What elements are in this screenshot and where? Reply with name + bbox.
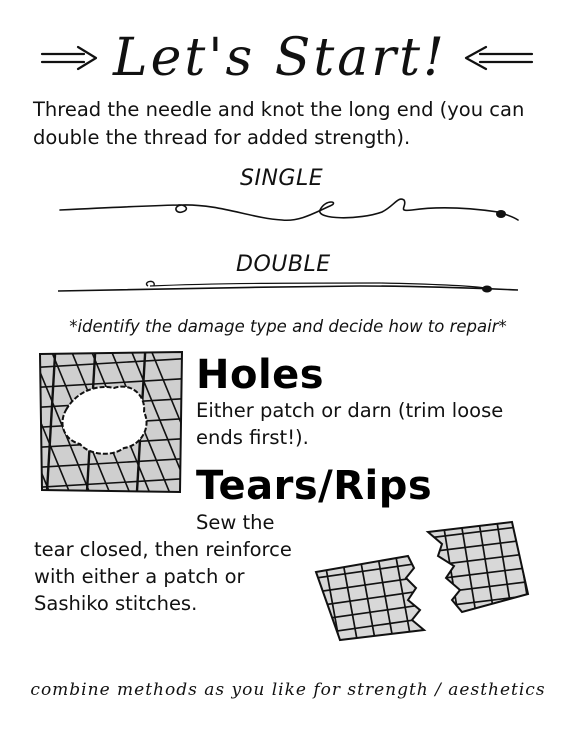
double-thread-label: DOUBLE — [236, 252, 331, 277]
torn-piece-left — [314, 554, 427, 642]
torn-piece-right — [425, 520, 530, 614]
tears-description-line1: Sew the — [196, 511, 275, 534]
left-arrow-icon — [464, 45, 534, 71]
page-title: Let's Start! — [113, 28, 447, 88]
single-thread-drawing — [59, 198, 519, 222]
single-thread-label: SINGLE — [240, 166, 324, 191]
holes-heading: Holes — [196, 352, 325, 398]
thread-illustrations — [57, 198, 519, 293]
damage-note: *identify the damage type and decide how… — [69, 317, 507, 336]
hole-fabric-illustration — [38, 350, 184, 494]
double-thread-drawing — [57, 280, 519, 293]
intro-text: Thread the needle and knot the long end … — [33, 98, 525, 149]
footer-tagline: combine methods as you like for strength… — [30, 680, 546, 700]
tears-description-rest: tear closed, then reinforce with either … — [34, 538, 292, 615]
holes-description: Either patch or darn (trim loose ends fi… — [196, 399, 504, 449]
torn-fabric-illustration — [314, 520, 530, 642]
title-banner: Let's Start! — [0, 22, 576, 92]
tears-heading: Tears/Rips — [196, 463, 433, 509]
right-arrow-icon — [40, 45, 98, 71]
